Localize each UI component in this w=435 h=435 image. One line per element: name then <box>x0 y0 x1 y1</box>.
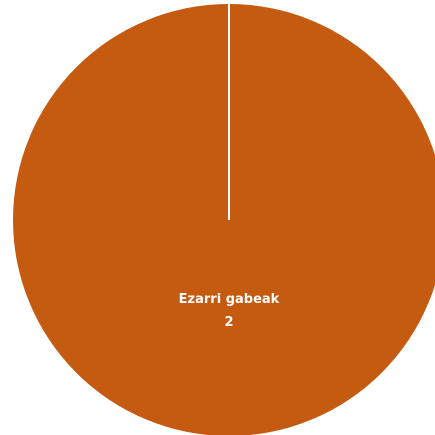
pie-slice <box>13 4 435 435</box>
slice-value: 2 <box>224 315 233 330</box>
slice-label: Ezarri gabeak <box>179 292 280 307</box>
